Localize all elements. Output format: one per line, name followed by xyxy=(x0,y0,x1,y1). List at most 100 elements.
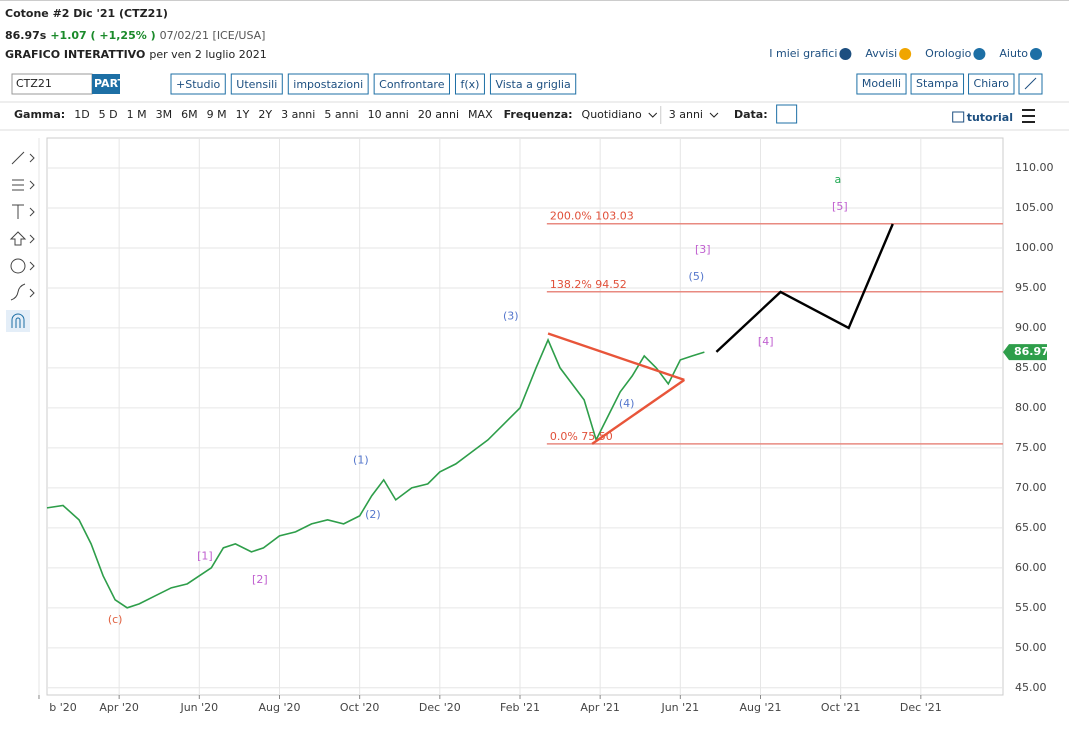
header-link[interactable]: Avvisi xyxy=(865,47,897,60)
tutorial-icon xyxy=(952,111,965,123)
range-item[interactable]: 3M xyxy=(156,108,173,121)
button-box[interactable] xyxy=(910,73,965,95)
tutorial[interactable]: tutorial xyxy=(967,111,1013,124)
range-item[interactable]: 2Y xyxy=(258,108,272,121)
y-tick-label: 70.00 xyxy=(1015,481,1047,494)
date-info: 07/02/21 [ICE/USA] xyxy=(160,29,266,42)
title: Cotone #2 Dic '21 (CTZ21) xyxy=(5,7,168,20)
x-tick-label: Dec '21 xyxy=(900,701,942,714)
button-box[interactable] xyxy=(287,73,369,95)
price: 86.97s xyxy=(5,29,47,42)
wave-label: [1] xyxy=(197,550,213,563)
range-item: Data: xyxy=(734,108,768,121)
fib-label: 200.0% 103.03 xyxy=(550,210,634,223)
range-item[interactable]: 5 D xyxy=(99,108,118,121)
range-item[interactable]: 5 anni xyxy=(324,108,358,121)
button-box[interactable] xyxy=(230,73,283,95)
range-item[interactable]: 9 M xyxy=(207,108,227,121)
button: Vista a griglia xyxy=(489,73,577,95)
button: f(x) xyxy=(454,73,485,95)
range-item[interactable]: 20 anni xyxy=(418,108,459,121)
price-tag-label: 86.97 xyxy=(1014,345,1049,358)
y-tick-label: 60.00 xyxy=(1015,561,1047,574)
button-box[interactable] xyxy=(489,73,577,95)
y-tick-label: 90.00 xyxy=(1015,321,1047,334)
button-box[interactable] xyxy=(373,73,450,95)
tool-magnet-bg xyxy=(6,310,30,332)
y-tick-label: 75.00 xyxy=(1015,441,1047,454)
chart: 45.00 50.00 55.00 60.00 65.00 70.00 75.00 80.00… xyxy=(38,137,1054,714)
tool-wave[interactable] xyxy=(10,258,26,274)
y-tick-label: 95.00 xyxy=(1015,281,1047,294)
button-label: Vista a griglia xyxy=(495,78,570,91)
button: Modelli xyxy=(856,73,907,95)
x-tick-label: Oct '21 xyxy=(821,701,861,714)
button: Chiaro xyxy=(968,73,1015,95)
menu-icon[interactable] xyxy=(1022,109,1035,123)
x-tick-label: Oct '20 xyxy=(340,701,380,714)
header-link[interactable]: Aiuto xyxy=(999,47,1028,60)
x-tick-label: Aug '21 xyxy=(739,701,781,714)
tool-magnet[interactable] xyxy=(11,313,25,328)
link-icon[interactable] xyxy=(1030,48,1042,60)
button-label: Modelli xyxy=(862,77,901,90)
wave-label: a xyxy=(834,173,841,186)
button-label: Utensili xyxy=(236,78,277,91)
button-box[interactable] xyxy=(454,73,485,95)
price-tag xyxy=(1003,344,1047,361)
range-item[interactable]: 1 M xyxy=(127,108,147,121)
x-tick-label: Dec '20 xyxy=(419,701,461,714)
button-label: impostazioni xyxy=(293,78,363,91)
button-label: Chiaro xyxy=(974,77,1010,90)
tool-curve[interactable] xyxy=(10,283,35,301)
button-box[interactable] xyxy=(856,73,907,95)
header-link[interactable]: I miei grafici xyxy=(769,47,837,60)
wave-label: (2) xyxy=(365,508,381,521)
range-item[interactable]: MAX xyxy=(468,108,493,121)
y-tick-label: 80.00 xyxy=(1015,401,1047,414)
x-tick-label: Jun '21 xyxy=(660,701,699,714)
link-icon[interactable] xyxy=(899,48,912,60)
x-tick-label: Jun '20 xyxy=(179,701,218,714)
expand-icon xyxy=(1024,77,1037,90)
link-icon[interactable] xyxy=(973,48,986,60)
range-item: Gamma: xyxy=(14,108,65,121)
button-box[interactable] xyxy=(968,73,1015,95)
x-tick-label: Aug '20 xyxy=(258,701,300,714)
part-box[interactable] xyxy=(92,74,120,94)
dropdown-caret xyxy=(709,112,719,118)
range-item[interactable]: 1Y xyxy=(236,108,250,121)
subtitle-rest: per ven 2 luglio 2021 xyxy=(149,48,266,61)
link-icon[interactable] xyxy=(839,48,852,60)
range-item[interactable]: 10 anni xyxy=(368,108,409,121)
x-tick-label: Apr '21 xyxy=(580,701,620,714)
wave-label: (1) xyxy=(353,454,369,467)
dropdown-caret xyxy=(648,112,658,118)
tool-line[interactable] xyxy=(11,151,35,165)
wave-label: (4) xyxy=(619,397,635,410)
button-box[interactable] xyxy=(170,73,226,95)
x-tick-label: Feb '21 xyxy=(500,701,540,714)
button-label: +Studio xyxy=(176,78,221,91)
calendar-button[interactable] xyxy=(776,104,798,124)
header-link[interactable]: Orologio xyxy=(925,47,971,60)
wave-line xyxy=(591,378,686,445)
wave-label: [2] xyxy=(252,573,268,586)
fib-label: 138.2% 94.52 xyxy=(550,278,627,291)
tool-fib[interactable] xyxy=(12,179,35,191)
range-item[interactable]: 3 anni xyxy=(281,108,315,121)
tool-text[interactable] xyxy=(12,204,35,219)
plot-area xyxy=(46,137,1004,696)
button-label: Stampa xyxy=(916,77,958,90)
tool-wave-arrow xyxy=(29,261,35,271)
range-item[interactable]: 1D xyxy=(74,108,89,121)
tool-arrow[interactable] xyxy=(9,231,35,246)
range-item[interactable]: 3 anni xyxy=(669,108,703,121)
y-tick-label: 85.00 xyxy=(1015,361,1047,374)
price-line xyxy=(46,337,705,609)
range-item[interactable]: Quotidiano xyxy=(582,108,642,121)
wave-label: [5] xyxy=(832,200,848,213)
range-item[interactable]: 6M xyxy=(181,108,198,121)
